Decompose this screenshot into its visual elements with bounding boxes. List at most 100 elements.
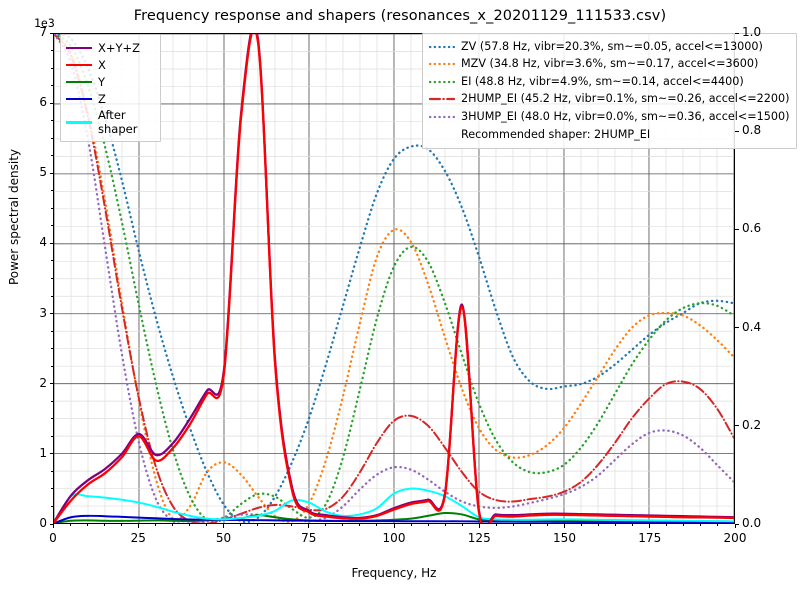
legend-item-after-shaper[interactable]: After shaper [66, 107, 154, 137]
axis-tick-mark [49, 242, 53, 244]
legend-swatch-icon [66, 59, 92, 71]
axis-tick-mark [376, 524, 378, 526]
axis-tick-mark [51, 505, 53, 507]
series-x [54, 34, 734, 523]
legend-item-3hump-ei[interactable]: 3HUMP_EI (48.0 Hz, vibr=0.0%, sm~=0.36, … [429, 108, 789, 126]
axis-tick-mark [51, 295, 53, 297]
axis-tick-mark [735, 32, 739, 34]
y-tick-left-4: 4 [39, 235, 47, 250]
legend-item-z[interactable]: Z [66, 90, 154, 107]
y-tick-left-3: 3 [39, 305, 47, 320]
axis-tick-mark [154, 524, 156, 526]
y-tick-right-0.4: 0.4 [742, 319, 762, 334]
axis-tick-mark [69, 524, 71, 526]
axis-tick-mark [393, 524, 395, 528]
axis-tick-mark [51, 260, 53, 262]
legend-item-y[interactable]: Y [66, 73, 154, 90]
legend-label: EI (48.8 Hz, vibr=4.9%, sm~=0.14, accel<… [461, 74, 744, 88]
x-tick-125: 125 [467, 531, 491, 545]
x-tick-75: 75 [301, 531, 317, 545]
axis-tick-mark [49, 383, 53, 385]
legend-item-mzv[interactable]: MZV (34.8 Hz, vibr=3.6%, sm~=0.17, accel… [429, 56, 789, 74]
axis-tick-mark [735, 228, 739, 230]
axis-tick-mark [735, 327, 739, 329]
legend-shapers: ZV (57.8 Hz, vibr=20.3%, sm~=0.05, accel… [422, 33, 798, 149]
axis-tick-mark [274, 524, 276, 526]
x-tick-50: 50 [215, 531, 232, 545]
axis-tick-mark [49, 102, 53, 104]
y-tick-right-0.6: 0.6 [742, 221, 762, 236]
legend-axes: X+Y+Z X Y Z After shaper [60, 34, 161, 142]
axis-tick-mark [51, 330, 53, 332]
axis-tick-mark [49, 172, 53, 174]
axis-tick-mark [51, 155, 53, 157]
axis-tick-mark [598, 524, 600, 526]
y-tick-left-5: 5 [39, 165, 47, 180]
legend-item-x[interactable]: X [66, 56, 154, 73]
legend-label: 2HUMP_EI (45.2 Hz, vibr=0.1%, sm~=0.26, … [461, 92, 790, 106]
axis-tick-mark [478, 524, 480, 528]
series-ei [54, 34, 734, 523]
axis-tick-mark [51, 50, 53, 52]
x-tick-175: 175 [638, 531, 662, 545]
series-after-shaper [54, 487, 734, 523]
legend-item-x-y-z[interactable]: X+Y+Z [66, 39, 154, 56]
axis-tick-mark [512, 524, 514, 526]
axis-tick-mark [564, 524, 565, 528]
axis-tick-mark [51, 207, 53, 209]
series-zv [54, 34, 734, 523]
x-axis-label: Frequency, Hz [351, 566, 437, 580]
axis-tick-mark [291, 524, 293, 526]
axis-tick-mark [120, 524, 122, 526]
y-tick-left-1: 1 [39, 445, 47, 460]
axis-tick-mark [51, 225, 53, 227]
axis-tick-mark [325, 524, 327, 526]
series-2hump-ei [54, 34, 734, 523]
axis-tick-mark [49, 313, 53, 315]
axis-tick-mark [427, 524, 429, 526]
legend-item-ei[interactable]: EI (48.8 Hz, vibr=4.9%, sm~=0.14, accel<… [429, 73, 789, 91]
axis-tick-mark [205, 524, 207, 526]
axis-tick-mark [257, 524, 259, 526]
legend-swatch-icon [429, 93, 455, 105]
axis-tick-mark [49, 453, 53, 455]
axis-tick-mark [735, 523, 739, 525]
axis-tick-mark [171, 524, 173, 526]
y-tick-right-0.8: 0.8 [742, 123, 762, 138]
axis-tick-mark [51, 488, 53, 490]
x-tick-150: 150 [553, 531, 576, 545]
axis-tick-mark [137, 524, 139, 528]
axis-tick-mark [49, 523, 53, 525]
axis-tick-mark [649, 524, 651, 528]
axis-tick-mark [51, 137, 53, 139]
legend-label: X+Y+Z [98, 40, 141, 55]
legend-label: Z [98, 91, 106, 106]
y-tick-right-1: 1.0 [742, 25, 762, 39]
legend-label: X [98, 57, 106, 72]
legend-swatch-icon [66, 93, 92, 105]
axis-tick-mark [683, 524, 685, 526]
legend-swatch-icon [429, 111, 455, 123]
axis-tick-mark [51, 470, 53, 472]
axis-tick-mark [632, 524, 634, 526]
axis-tick-mark [735, 425, 739, 427]
legend-label: 3HUMP_EI (48.0 Hz, vibr=0.0%, sm~=0.36, … [461, 109, 790, 123]
series-z [54, 514, 734, 523]
axis-tick-mark [700, 524, 702, 526]
axis-tick-mark [86, 524, 88, 526]
x-tick-100: 100 [382, 531, 406, 545]
axis-tick-mark [615, 524, 617, 526]
axis-tick-mark [49, 32, 53, 34]
chart-title: Frequency response and shapers (resonanc… [133, 8, 667, 24]
legend-swatch-icon [429, 76, 455, 88]
axis-tick-mark [51, 400, 53, 402]
legend-item-2hump-ei[interactable]: 2HUMP_EI (45.2 Hz, vibr=0.1%, sm~=0.26, … [429, 91, 789, 109]
axis-tick-mark [51, 365, 53, 367]
legend-swatch-icon [66, 76, 92, 88]
axis-tick-mark [51, 190, 53, 192]
y-tick-left-6: 6 [39, 95, 47, 110]
data-curves [54, 34, 734, 523]
axis-tick-mark [51, 348, 53, 350]
legend-item-zv[interactable]: ZV (57.8 Hz, vibr=20.3%, sm~=0.05, accel… [429, 38, 789, 56]
